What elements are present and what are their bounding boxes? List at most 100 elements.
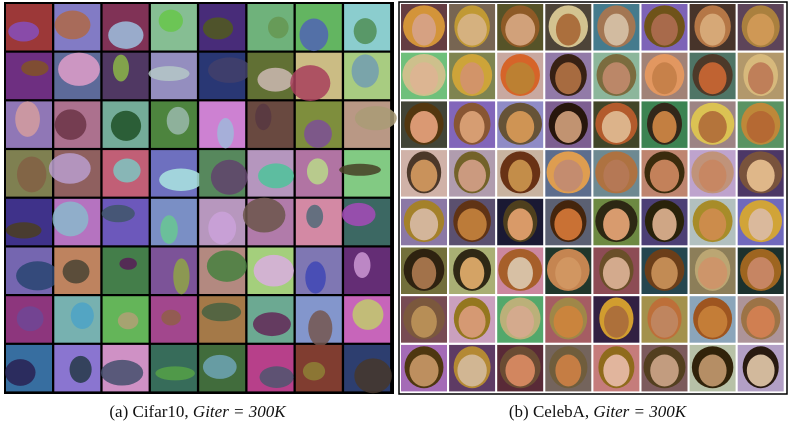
sample-face — [411, 13, 437, 46]
sample-face — [699, 13, 726, 46]
sample-face — [651, 13, 678, 46]
sample-blob — [257, 67, 294, 92]
sample-face — [457, 13, 487, 46]
sample-face — [459, 110, 485, 143]
sample-face — [555, 354, 582, 387]
sample-face — [746, 110, 775, 143]
sample-blob — [16, 306, 44, 332]
sample-tile — [6, 52, 52, 100]
sample-face — [698, 62, 727, 95]
sample-blob — [351, 54, 379, 88]
sample-blob — [299, 18, 329, 52]
sample-face — [698, 110, 727, 143]
sample-face — [698, 159, 727, 192]
sample-blob — [354, 358, 392, 394]
sample-blob — [159, 168, 203, 192]
sample-blob — [58, 52, 100, 86]
sample-blob — [259, 366, 294, 388]
sample-blob — [119, 257, 137, 270]
sample-blob — [306, 204, 324, 229]
sample-blob — [217, 118, 234, 149]
caption-a: (a) Cifar10, Giter = 300K — [0, 402, 395, 422]
sample-blob — [206, 250, 247, 282]
sample-face — [603, 354, 630, 387]
sample-blob — [253, 254, 294, 287]
sample-face — [651, 257, 678, 290]
sample-face — [652, 62, 677, 95]
sample-blob — [302, 361, 326, 381]
caption-math: Giter = 300K — [593, 402, 687, 421]
sample-face — [508, 159, 533, 192]
sample-face — [553, 305, 584, 338]
sample-blob — [304, 119, 332, 148]
sample-face — [601, 110, 631, 143]
sample-face — [553, 159, 583, 192]
sample-blob — [354, 106, 397, 131]
sample-face — [698, 354, 727, 387]
sample-face — [410, 110, 438, 143]
sample-blob — [5, 359, 36, 386]
sample-blob — [160, 215, 178, 244]
sample-face — [506, 110, 535, 143]
sample-face — [697, 305, 728, 338]
sample-face — [409, 62, 439, 95]
sample-face — [555, 62, 582, 95]
sample-face — [458, 305, 486, 338]
sample-face — [555, 257, 582, 290]
sample-blob — [110, 110, 142, 141]
sample-blob — [155, 366, 195, 381]
sample-blob — [54, 109, 87, 140]
sample-blob — [70, 302, 94, 330]
sample-face — [747, 13, 775, 46]
sample-face — [652, 110, 677, 143]
sample-face — [505, 13, 536, 46]
sample-blob — [173, 258, 190, 295]
sample-face — [602, 257, 630, 290]
sample-face — [698, 208, 727, 241]
sample-face — [604, 305, 629, 338]
sample-blob — [108, 21, 144, 49]
sample-blob — [308, 310, 333, 347]
sample-face — [747, 62, 774, 95]
sample-blob — [161, 309, 181, 326]
sample-face — [697, 257, 728, 290]
sample-blob — [352, 299, 384, 330]
sample-face — [505, 62, 535, 95]
sample-blob — [255, 103, 272, 131]
sample-blob — [267, 16, 289, 39]
sample-blob — [341, 202, 376, 227]
sample-blob — [117, 312, 139, 330]
sample-blob — [48, 153, 91, 184]
sample-face — [652, 208, 677, 241]
sample-blob — [353, 18, 377, 45]
sample-blob — [112, 54, 129, 82]
sample-face — [410, 159, 438, 192]
sample-face — [554, 208, 583, 241]
sample-face — [555, 13, 581, 46]
sample-tile — [247, 101, 294, 148]
sample-face — [650, 305, 679, 338]
sample-blob — [242, 197, 286, 233]
sample-face — [460, 62, 485, 95]
sample-face — [458, 159, 487, 192]
sample-face — [507, 257, 533, 290]
sample-face — [603, 208, 630, 241]
sample-face — [506, 305, 535, 338]
sample-blob — [62, 259, 90, 284]
sample-blob — [16, 261, 60, 291]
sample-face — [409, 354, 439, 387]
sample-blob — [54, 10, 91, 40]
sample-blob — [100, 359, 144, 386]
sample-tile — [6, 198, 52, 246]
caption-b: (b) CelebA, Giter = 300K — [400, 402, 790, 422]
sample-blob — [113, 158, 141, 183]
sample-face — [505, 354, 535, 387]
sample-blob — [207, 57, 252, 83]
sample-blob — [305, 261, 326, 294]
sample-blob — [15, 101, 40, 137]
sample-blob — [21, 60, 49, 76]
sample-face — [649, 159, 680, 192]
sample-face — [457, 354, 487, 387]
sample-blob — [290, 65, 331, 101]
